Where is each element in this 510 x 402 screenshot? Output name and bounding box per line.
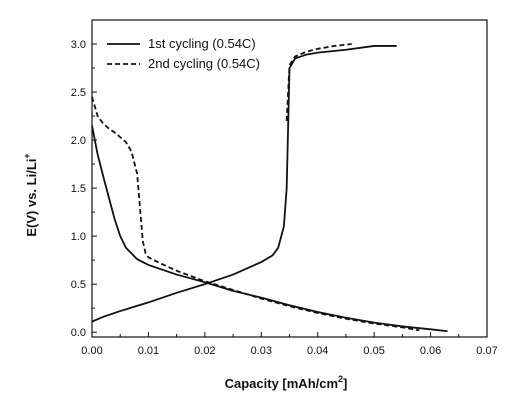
x-tick-label: 0.06	[420, 345, 441, 357]
legend-label-2: 2nd cycling (0.54C)	[148, 56, 260, 71]
x-axis-label: Capacity [mAh/cm2]	[225, 374, 348, 391]
x-tick-label: 0.04	[307, 345, 328, 357]
x-tick-label: 0.03	[251, 345, 272, 357]
x-axis-label-superscript: 2	[338, 374, 343, 384]
legend: 1st cycling (0.54C) 2nd cycling (0.54C)	[107, 36, 260, 71]
x-tick-label: 0.01	[138, 345, 159, 357]
series-line-1-segment-2	[91, 45, 397, 323]
y-tick-label: 0.0	[71, 327, 86, 339]
x-axis-label-end: ]	[343, 376, 347, 391]
y-axis-label-superscript: +	[22, 153, 32, 158]
y-tick-label: 0.5	[71, 279, 86, 291]
x-tick-label: 0.02	[194, 345, 215, 357]
legend-label-1: 1st cycling (0.54C)	[148, 36, 256, 51]
axis-ticks: 0.00 0.01 0.02 0.03 0.04 0.05 0.06 0.07 0.0 0.5 1.…	[71, 39, 498, 357]
x-tick-label: 0.00	[81, 345, 102, 357]
x-tick-label: 0.05	[363, 345, 384, 357]
y-tick-label: 1.5	[71, 183, 86, 195]
y-tick-label: 3.0	[71, 39, 86, 51]
series-line-1-segment-1	[91, 125, 448, 333]
series-layer	[91, 43, 448, 333]
y-tick-label: 1.0	[71, 231, 86, 243]
x-tick-label: 0.07	[476, 345, 497, 357]
y-tick-label: 2.0	[71, 135, 86, 147]
series-line-2-segment-1	[91, 96, 420, 332]
y-tick-label: 2.5	[71, 87, 86, 99]
series-line-2-segment-2	[285, 43, 352, 121]
y-axis-label: E(V) vs. Li/Li+	[22, 153, 39, 236]
